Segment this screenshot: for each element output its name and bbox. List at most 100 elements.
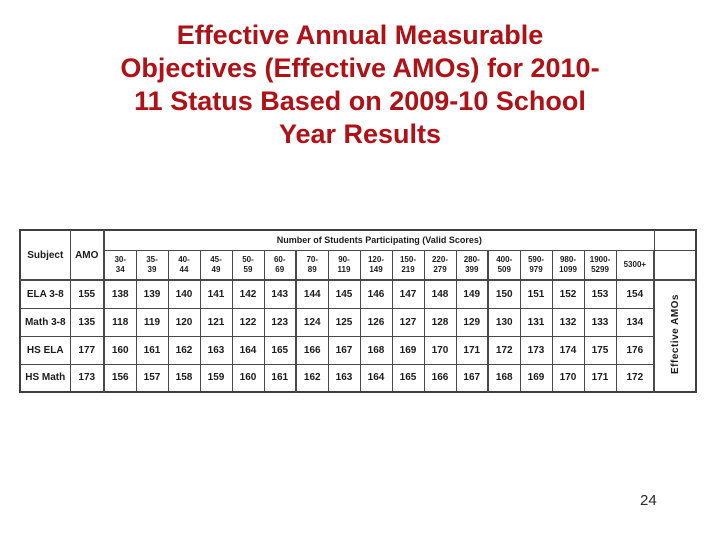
effective-amo-cell: 130 [487, 307, 521, 337]
effective-amo-cell: 148 [423, 279, 457, 309]
side-column-header-top-empty [653, 229, 697, 251]
col-header-subject: Subject [19, 229, 71, 281]
effective-amo-cell: 163 [199, 335, 233, 365]
header-row-group: Subject AMO Number of Students Participa… [19, 229, 697, 281]
effective-amo-cell: 134 [615, 307, 656, 337]
effective-amo-cell: 164 [231, 335, 265, 365]
effective-amo-cell: 150 [487, 279, 521, 309]
effective-amo-cell: 169 [391, 335, 425, 365]
bin-header-2: 40- 44 [167, 249, 201, 281]
effective-amo-cell: 139 [135, 279, 169, 309]
effective-amo-cell: 160 [103, 335, 137, 365]
col-header-amo: AMO [69, 229, 105, 281]
effective-amo-cell: 128 [423, 307, 457, 337]
effective-amo-cell: 144 [295, 279, 329, 309]
table-row-math-3-8: Math 3-8 135 118 119 120 121 122 123 124 125 126 12… [19, 307, 696, 337]
effective-amo-cell: 156 [103, 363, 137, 393]
effective-amo-cell: 132 [551, 307, 585, 337]
effective-amo-cell: 174 [551, 335, 585, 365]
amo-table-container: Subject AMO Number of Students Participa… [19, 229, 698, 393]
title-line-1: Effective Annual Measurable [176, 20, 544, 50]
effective-amo-cell: 168 [359, 335, 393, 365]
group-header-participating: Number of Students Participating (Valid … [103, 229, 655, 251]
bin-header-0: 30- 34 [103, 249, 137, 281]
effective-amo-cell: 131 [519, 307, 553, 337]
effective-amo-table: Subject AMO Number of Students Participa… [19, 229, 698, 393]
subject-cell: HS Math [19, 363, 71, 393]
effective-amo-cell: 157 [135, 363, 169, 393]
effective-amo-cell: 170 [551, 363, 585, 393]
page-number: 24 [640, 492, 657, 509]
effective-amo-cell: 120 [167, 307, 201, 337]
bin-header-9: 150- 219 [391, 249, 425, 281]
effective-amo-cell: 169 [519, 363, 553, 393]
amo-value-cell: 177 [69, 335, 105, 365]
effective-amo-cell: 160 [231, 363, 265, 393]
effective-amo-cell: 161 [263, 363, 297, 393]
bin-header-6: 70- 89 [295, 249, 329, 281]
subject-cell: Math 3-8 [19, 307, 71, 337]
effective-amo-cell: 171 [455, 335, 489, 365]
effective-amo-cell: 147 [391, 279, 425, 309]
effective-amo-cell: 164 [359, 363, 393, 393]
table-row-hs-math: HS Math 173 156 157 158 159 160 161 162 163 164 165… [19, 363, 696, 393]
effective-amo-cell: 140 [167, 279, 201, 309]
amo-value-cell: 155 [69, 279, 105, 309]
effective-amo-cell: 166 [423, 363, 457, 393]
bin-header-5: 60- 69 [263, 249, 297, 281]
bin-header-10: 220- 279 [423, 249, 457, 281]
effective-amo-cell: 172 [615, 363, 656, 393]
effective-amo-cell: 143 [263, 279, 297, 309]
effective-amo-cell: 166 [295, 335, 329, 365]
effective-amo-cell: 165 [391, 363, 425, 393]
effective-amo-cell: 129 [455, 307, 489, 337]
bin-header-4: 50- 59 [231, 249, 265, 281]
effective-amo-cell: 170 [423, 335, 457, 365]
bin-header-13: 590- 979 [519, 249, 553, 281]
effective-amo-cell: 162 [295, 363, 329, 393]
bin-header-12: 400- 509 [487, 249, 521, 281]
slide-title: Effective Annual Measurable Objectives (… [30, 19, 690, 151]
effective-amo-cell: 163 [327, 363, 361, 393]
effective-amo-cell: 154 [615, 279, 656, 309]
effective-amo-cell: 152 [551, 279, 585, 309]
effective-amo-cell: 161 [135, 335, 169, 365]
effective-amo-cell: 158 [167, 363, 201, 393]
effective-amo-cell: 176 [615, 335, 656, 365]
effective-amo-cell: 127 [391, 307, 425, 337]
effective-amo-cell: 162 [167, 335, 201, 365]
side-column-header-empty [653, 249, 697, 281]
effective-amo-cell: 175 [583, 335, 617, 365]
bin-header-11: 280- 399 [455, 249, 489, 281]
bin-header-7: 90- 119 [327, 249, 361, 281]
effective-amo-cell: 126 [359, 307, 393, 337]
amo-value-cell: 135 [69, 307, 105, 337]
effective-amo-cell: 153 [583, 279, 617, 309]
title-line-3: 11 Status Based on 2009-10 School [134, 86, 586, 116]
side-label-effective-amos: Effective AMOs [669, 293, 681, 374]
effective-amo-cell: 173 [519, 335, 553, 365]
bin-header-15: 1900- 5299 [583, 249, 617, 281]
effective-amo-cell: 123 [263, 307, 297, 337]
subject-cell: HS ELA [19, 335, 71, 365]
effective-amo-cell: 121 [199, 307, 233, 337]
effective-amo-cell: 146 [359, 279, 393, 309]
bin-header-8: 120- 149 [359, 249, 393, 281]
effective-amo-cell: 151 [519, 279, 553, 309]
effective-amo-cell: 118 [103, 307, 137, 337]
effective-amo-cell: 145 [327, 279, 361, 309]
table-row-ela-3-8: ELA 3-8 155 138 139 140 141 142 143 144 145 146 147… [19, 279, 697, 393]
bin-header-16: 5300+ [615, 249, 656, 281]
effective-amo-cell: 133 [583, 307, 617, 337]
table-row-hs-ela: HS ELA 177 160 161 162 163 164 165 166 167 168 169 1… [19, 335, 696, 365]
effective-amo-cell: 125 [327, 307, 361, 337]
effective-amo-cell: 122 [231, 307, 265, 337]
effective-amo-cell: 141 [199, 279, 233, 309]
title-line-4: Year Results [278, 119, 442, 149]
title-line-2: Objectives (Effective AMOs) for 2010- [120, 53, 600, 83]
effective-amo-cell: 165 [263, 335, 297, 365]
effective-amo-cell: 142 [231, 279, 265, 309]
effective-amo-cell: 159 [199, 363, 233, 393]
effective-amo-cell: 167 [455, 363, 489, 393]
effective-amo-cell: 171 [583, 363, 617, 393]
